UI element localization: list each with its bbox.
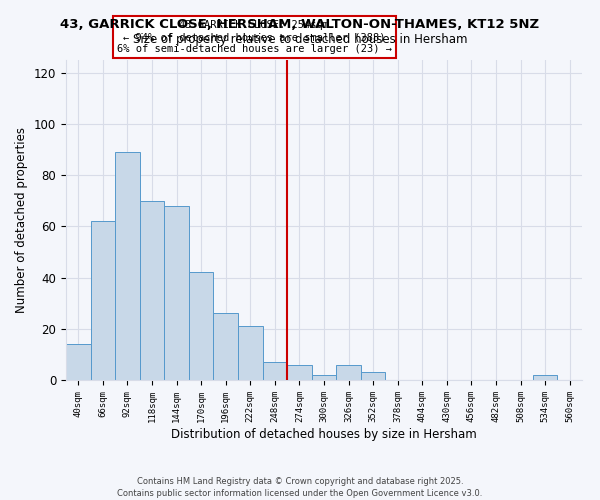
Text: 43, GARRICK CLOSE, HERSHAM, WALTON-ON-THAMES, KT12 5NZ: 43, GARRICK CLOSE, HERSHAM, WALTON-ON-TH… — [61, 18, 539, 30]
Bar — [140, 201, 164, 380]
Bar — [164, 206, 189, 380]
Text: Size of property relative to detached houses in Hersham: Size of property relative to detached ho… — [133, 32, 467, 46]
Bar — [91, 222, 115, 380]
Bar — [66, 344, 91, 380]
Bar — [238, 326, 263, 380]
Bar — [189, 272, 214, 380]
X-axis label: Distribution of detached houses by size in Hersham: Distribution of detached houses by size … — [171, 428, 477, 440]
Bar — [214, 314, 238, 380]
Bar — [263, 362, 287, 380]
Text: Contains HM Land Registry data © Crown copyright and database right 2025.
Contai: Contains HM Land Registry data © Crown c… — [118, 476, 482, 498]
Bar — [312, 375, 336, 380]
Y-axis label: Number of detached properties: Number of detached properties — [16, 127, 28, 313]
Bar — [115, 152, 140, 380]
Bar — [533, 375, 557, 380]
Text: 43 GARRICK CLOSE: 254sqm
← 94% of detached houses are smaller (388)
6% of semi-d: 43 GARRICK CLOSE: 254sqm ← 94% of detach… — [117, 20, 392, 54]
Bar — [336, 364, 361, 380]
Bar — [287, 364, 312, 380]
Bar — [361, 372, 385, 380]
